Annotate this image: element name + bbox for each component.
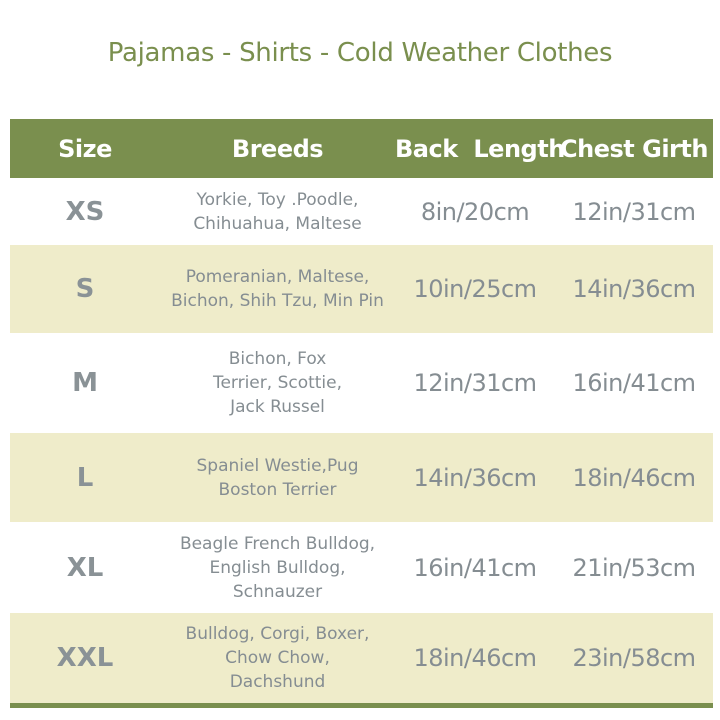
table-row: M Bichon, Fox Terrier, Scottie, Jack Russel…	[10, 333, 713, 433]
back-length-cell: 10in/25cm	[395, 245, 555, 333]
breeds-line: Jack Russel	[230, 397, 325, 417]
size-cell: XS	[65, 196, 105, 227]
breeds-line: Boston Terrier	[218, 479, 337, 500]
back-length-cell: 14in/36cm	[395, 433, 555, 522]
table-row: S Pomeranian, Maltese, Bichon, Shih Tzu, M…	[10, 245, 713, 333]
bottom-rule	[10, 703, 713, 708]
chest-girth-cell: 21in/53cm	[572, 553, 696, 582]
size-cell: XL	[66, 552, 104, 583]
header-size: Size	[10, 119, 160, 178]
breeds-cell: Pomeranian, Maltese, Bichon, Shih Tzu, Mi…	[160, 245, 395, 333]
breeds-line: Dachshund	[229, 672, 326, 692]
table-row: XL Beagle French Bulldog, English Bulldog,…	[10, 522, 713, 613]
size-table: Size Breeds Back Length Chest Girth XS Yo…	[10, 119, 713, 703]
table-row: XXL Bulldog, Corgi, Boxer, Chow Chow, Dachs…	[10, 613, 713, 703]
header-breeds: Breeds	[160, 119, 395, 178]
chest-girth-cell: 23in/58cm	[555, 613, 713, 703]
chest-girth-cell: 16in/41cm	[572, 369, 696, 397]
breeds-line: Bulldog, Corgi, Boxer,	[185, 624, 370, 644]
breeds-line: Spaniel Westie,Pug	[196, 455, 359, 476]
back-length-cell: 18in/46cm	[395, 613, 555, 703]
breeds-cell: Bulldog, Corgi, Boxer, Chow Chow, Dachshun…	[160, 613, 395, 703]
header-row: Size Breeds Back Length Chest Girth	[10, 119, 713, 178]
breeds-line: Terrier, Scottie,	[212, 373, 343, 393]
chest-girth-cell: 18in/46cm	[555, 433, 713, 522]
breeds-cell: Yorkie, Toy .Poodle, Chihuahua, Maltese	[160, 178, 395, 245]
size-cell: L	[10, 433, 160, 522]
header-back-length: Back Length	[395, 119, 565, 178]
breeds-line: Chihuahua, Maltese	[193, 213, 362, 234]
breeds-line: Chow Chow,	[225, 648, 330, 668]
back-length-cell: 12in/31cm	[413, 369, 537, 397]
chest-girth-cell: 14in/36cm	[555, 245, 713, 333]
back-length-cell: 16in/41cm	[413, 553, 537, 582]
breeds-line: English Bulldog,	[209, 557, 346, 578]
chest-girth-cell: 12in/31cm	[572, 197, 696, 226]
breeds-line: Bichon, Shih Tzu, Min Pin	[171, 291, 384, 311]
breeds-line: Yorkie, Toy .Poodle,	[196, 189, 359, 210]
breeds-line: Beagle French Bulldog,	[179, 533, 376, 554]
header-chest-girth: Chest Girth	[555, 119, 713, 178]
breeds-cell: Bichon, Fox Terrier, Scottie, Jack Russel	[160, 333, 395, 433]
size-cell: XXL	[10, 613, 160, 703]
size-cell: S	[10, 245, 160, 333]
table-row: XS Yorkie, Toy .Poodle, Chihuahua, Maltese…	[10, 178, 713, 245]
breeds-cell: Beagle French Bulldog, English Bulldog, Sc…	[160, 522, 395, 613]
breeds-line: Bichon, Fox	[228, 349, 327, 369]
breeds-line: Schnauzer	[232, 581, 323, 602]
size-cell: M	[72, 368, 98, 398]
chart-title: Pajamas - Shirts - Cold Weather Clothes	[107, 38, 613, 68]
breeds-line: Pomeranian, Maltese,	[185, 267, 370, 287]
table-row: L Spaniel Westie,Pug Boston Terrier 14in/36…	[10, 433, 713, 522]
back-length-cell: 8in/20cm	[420, 197, 530, 226]
breeds-cell: Spaniel Westie,Pug Boston Terrier	[160, 433, 395, 522]
